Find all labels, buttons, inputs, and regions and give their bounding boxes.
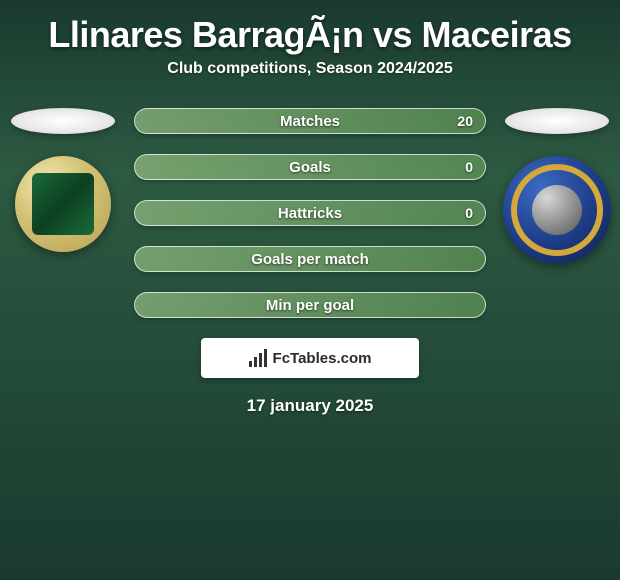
stat-label: Matches: [280, 113, 340, 130]
date-line: 17 january 2025: [0, 378, 620, 416]
right-player-col: [502, 108, 612, 264]
comparison-area: Matches 20 Goals 0 Hattricks 0 Goals per…: [0, 108, 620, 318]
club-crest-left-inner: [32, 173, 94, 235]
stat-bar-goals: Goals 0: [134, 154, 486, 180]
stats-bars: Matches 20 Goals 0 Hattricks 0 Goals per…: [118, 108, 502, 318]
left-player-col: [8, 108, 118, 252]
page-title: Llinares BarragÃ¡n vs Maceiras: [0, 0, 620, 60]
club-crest-right-center: [532, 185, 582, 235]
chart-icon: [249, 349, 267, 367]
club-crest-right-ring: [511, 164, 603, 256]
player-oval-right: [505, 108, 609, 134]
stat-bar-gpm: Goals per match: [134, 246, 486, 272]
stat-label: Goals: [289, 159, 331, 176]
branding-box[interactable]: FcTables.com: [201, 338, 419, 378]
stat-label: Goals per match: [251, 251, 369, 268]
page-subtitle: Club competitions, Season 2024/2025: [0, 60, 620, 108]
branding-text: FcTables.com: [273, 350, 372, 367]
player-oval-left: [11, 108, 115, 134]
club-crest-right: [503, 156, 611, 264]
stat-label: Hattricks: [278, 205, 342, 222]
club-crest-left: [15, 156, 111, 252]
stat-label: Min per goal: [266, 297, 354, 314]
stat-bar-hattricks: Hattricks 0: [134, 200, 486, 226]
stat-value-right: 0: [465, 205, 473, 221]
stat-value-right: 0: [465, 159, 473, 175]
stat-value-right: 20: [457, 113, 473, 129]
stat-bar-matches: Matches 20: [134, 108, 486, 134]
stat-bar-mpg: Min per goal: [134, 292, 486, 318]
